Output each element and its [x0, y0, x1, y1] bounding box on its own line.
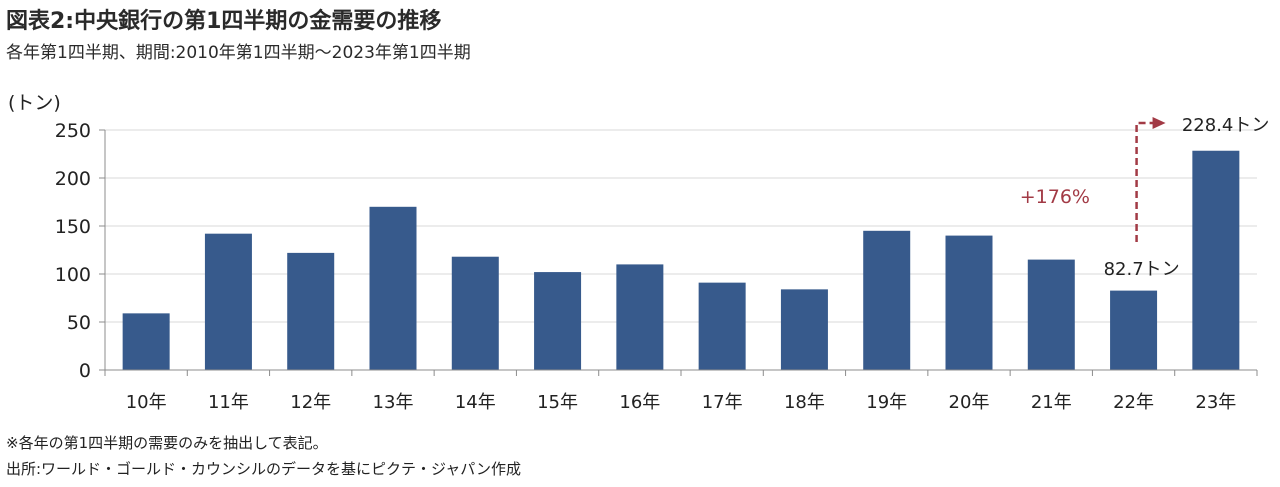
data-label-23: 228.4トン: [1182, 115, 1270, 136]
y-tick-label: 250: [55, 120, 91, 142]
bar: [204, 233, 252, 370]
bar: [1110, 290, 1158, 370]
x-tick-label: 22年: [1113, 392, 1154, 413]
y-tick-label: 150: [55, 216, 91, 238]
footnote: ※各年の第1四半期の需要のみを抽出して表記。: [6, 434, 328, 452]
chart-subtitle: 各年第1四半期、期間:2010年第1四半期～2023年第1四半期: [6, 43, 471, 63]
y-tick-label: 200: [55, 168, 91, 190]
x-tick-label: 13年: [373, 392, 414, 413]
x-tick-label: 23年: [1195, 392, 1236, 413]
bar: [122, 313, 170, 370]
bar-chart: 0 50 100 150 200 250 10年 11年 12年 13年 14年 15年 16年 17年…: [8, 92, 1270, 413]
x-tick-label: 11年: [208, 392, 249, 413]
y-tick-label: 50: [67, 312, 91, 334]
y-axis-ticks: 0 50 100 150 200 250: [55, 120, 105, 382]
bars: [122, 150, 1240, 370]
y-tick-label: 100: [55, 264, 91, 286]
x-tick-label: 19年: [866, 392, 907, 413]
gridlines: [105, 129, 1257, 323]
chart-title: 図表2:中央銀行の第1四半期の金需要の推移: [6, 9, 442, 34]
bar: [369, 206, 417, 370]
y-tick-label: 0: [79, 360, 91, 382]
arrowhead-icon: [1152, 117, 1166, 129]
x-tick-label: 15年: [537, 392, 578, 413]
bar: [534, 272, 582, 370]
bar: [698, 282, 746, 370]
data-label-22: 82.7トン: [1104, 259, 1180, 280]
bar: [616, 264, 664, 370]
x-tick-label: 12年: [290, 392, 331, 413]
x-tick-label: 10年: [126, 392, 167, 413]
bar: [863, 230, 911, 370]
change-percent-label: +176%: [1020, 186, 1090, 208]
x-tick-label: 14年: [455, 392, 496, 413]
bar: [1027, 259, 1075, 370]
bar: [1192, 150, 1240, 370]
x-tick-label: 21年: [1031, 392, 1072, 413]
source-note: 出所:ワールド・ゴールド・カウンシルのデータを基にピクテ・ジャパン作成: [6, 460, 522, 478]
y-axis-unit-label: (トン): [8, 92, 61, 114]
bar: [780, 289, 828, 370]
x-tick-label: 16年: [619, 392, 660, 413]
x-tick-label: 17年: [702, 392, 743, 413]
x-axis-ticks: 10年 11年 12年 13年 14年 15年 16年 17年 18年 19年 20年 21年 22年 2…: [104, 370, 1258, 413]
bar: [945, 235, 993, 370]
bar: [451, 256, 499, 370]
annotations: 82.7トン 228.4トン +176%: [1020, 115, 1270, 280]
x-tick-label: 20年: [949, 392, 990, 413]
increase-arrow: [1135, 121, 1155, 242]
x-tick-label: 18年: [784, 392, 825, 413]
bar: [287, 252, 335, 370]
